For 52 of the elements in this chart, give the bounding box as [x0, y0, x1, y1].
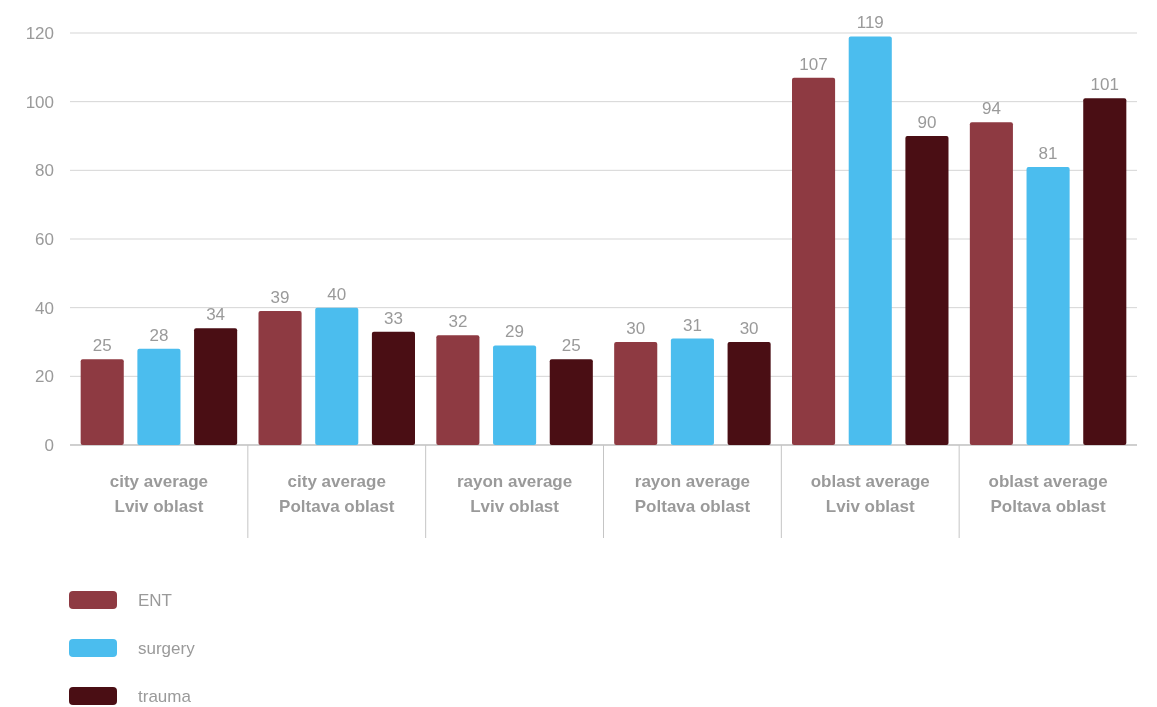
bar — [194, 328, 238, 445]
data-label: 25 — [92, 336, 112, 356]
bar — [1083, 98, 1127, 445]
bar — [614, 342, 658, 445]
legend-label: ENT — [138, 590, 172, 610]
y-tick-label: 40 — [35, 298, 54, 318]
bar — [848, 36, 892, 445]
data-label: 29 — [505, 322, 525, 342]
data-label: 30 — [739, 319, 759, 338]
x-tick-label: oblast average Poltava oblast — [988, 472, 1108, 516]
data-label: 31 — [682, 315, 702, 335]
bar — [137, 348, 181, 445]
bar — [549, 359, 593, 445]
data-label: 107 — [799, 54, 828, 74]
bar — [670, 338, 714, 445]
bar — [258, 311, 302, 445]
bar — [80, 359, 124, 445]
data-label: 81 — [1038, 143, 1058, 163]
data-label: 28 — [149, 325, 169, 345]
legend-label: trauma — [138, 686, 192, 706]
bar — [792, 77, 836, 445]
x-tick-label: city average Lviv oblast — [109, 472, 209, 516]
data-label: 119 — [856, 13, 884, 33]
data-label: 25 — [561, 336, 581, 356]
data-label: 40 — [327, 284, 347, 304]
y-tick-label: 100 — [25, 92, 54, 112]
y-tick-label: 120 — [25, 23, 54, 43]
x-tick-label: rayon average Lviv oblast — [456, 472, 573, 516]
data-label: 101 — [1090, 75, 1119, 95]
data-label: 34 — [206, 305, 226, 325]
data-label: 94 — [981, 99, 1001, 119]
bar — [315, 307, 359, 445]
bar — [969, 122, 1013, 445]
x-tick-label: rayon average Poltava oblast — [634, 472, 751, 516]
x-tick-label: oblast average Lviv oblast — [810, 472, 930, 516]
data-label: 32 — [448, 312, 468, 332]
data-label: 39 — [270, 288, 290, 308]
x-tick-label: city average Poltava oblast — [279, 472, 395, 516]
bar — [905, 136, 949, 445]
legend-label: surgery — [138, 638, 196, 658]
bar — [371, 331, 415, 445]
y-tick-label: 20 — [35, 367, 54, 387]
bar — [1026, 166, 1070, 445]
bar — [493, 345, 537, 445]
data-label: 30 — [626, 319, 646, 338]
bar — [727, 342, 771, 445]
y-tick-label: 80 — [35, 161, 54, 181]
bar — [436, 335, 480, 445]
y-tick-label: 60 — [35, 229, 54, 249]
data-label: 90 — [917, 113, 937, 132]
data-label: 33 — [383, 308, 403, 328]
y-tick-label: 0 — [44, 435, 54, 455]
